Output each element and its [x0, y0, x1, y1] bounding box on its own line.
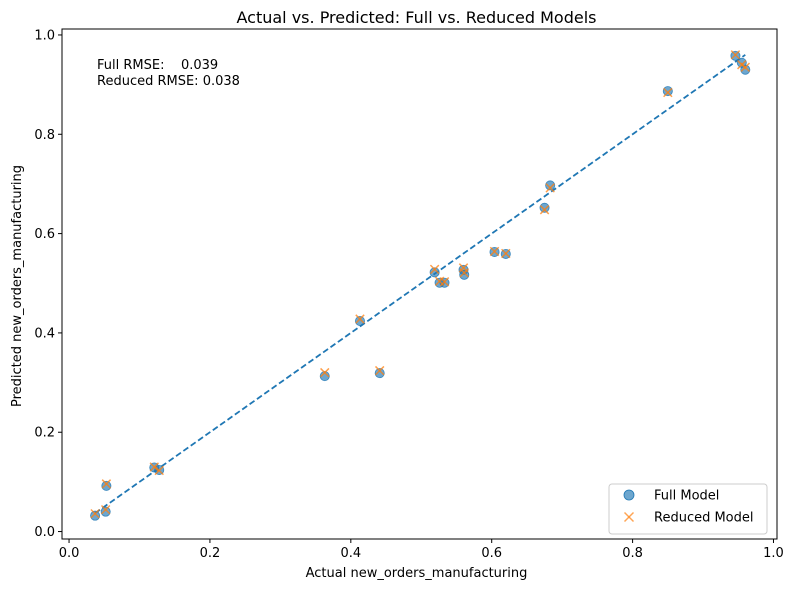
x-tick-label: 0.8: [622, 546, 643, 561]
reduced-model-point-stroke: [663, 87, 673, 98]
full-model-point: [545, 180, 556, 191]
x-tick-label: 0.2: [200, 546, 221, 561]
reduced-model-point-stroke: [501, 248, 511, 259]
legend-full-model-label: Full Model: [654, 489, 719, 504]
full-model-point: [429, 267, 440, 278]
reduced-model-point: [154, 465, 164, 476]
y-tick-label: 1.0: [34, 28, 55, 43]
reduced-model-point: [730, 50, 741, 60]
reduced-model-point-stroke: [355, 314, 365, 324]
reduced-model-point: [663, 87, 673, 98]
full-model-point: [101, 480, 112, 491]
reduced-model-point: [501, 248, 511, 259]
reduced-model-point: [439, 277, 450, 287]
reduced-model-point-stroke: [374, 365, 385, 376]
reduced-model-point-stroke: [458, 263, 469, 273]
reduced-model-point-stroke: [459, 268, 469, 278]
reduced-model-point-stroke: [730, 50, 741, 60]
legend: Full Model Reduced Model: [608, 483, 768, 535]
x-tick-label: 1.0: [763, 546, 784, 561]
chart-title: Actual vs. Predicted: Full vs. Reduced M…: [237, 8, 597, 27]
reduced-model-point: [429, 264, 440, 275]
full-model-point: [662, 86, 673, 97]
x-tick-label: 0.0: [59, 546, 80, 561]
reduced-model-point: [100, 504, 111, 515]
reduced-model-point-stroke: [154, 465, 164, 476]
reduced-model-point-stroke: [539, 205, 550, 215]
legend-full-model-marker: [623, 489, 635, 501]
x-axis-label: Actual new_orders_manufacturing: [306, 566, 528, 581]
full-model-point: [354, 315, 365, 326]
axes-frame: [61, 28, 778, 540]
y-axis: 0.0 0.2 0.4 0.6 0.8 1.0: [34, 28, 62, 540]
full-model-point: [740, 64, 751, 75]
reduced-model-point: [740, 62, 751, 72]
reference-line: [94, 54, 746, 514]
reduced-model-point: [459, 268, 469, 278]
reduced-model-point-stroke: [545, 183, 555, 193]
x-tick-label: 0.6: [481, 546, 502, 561]
reduced-model-point-stroke: [489, 246, 500, 257]
reduced-model-point: [545, 183, 555, 193]
legend-reduced-model-marker: [623, 511, 635, 523]
full-rmse-annotation: Full RMSE: 0.039: [97, 58, 218, 73]
x-axis: 0.0 0.2 0.4 0.6 0.8 1.0: [59, 539, 784, 561]
reduced-model-point-stroke: [434, 276, 445, 286]
full-model-point: [539, 202, 550, 213]
legend-box: [608, 483, 768, 535]
reduced-model-point-stroke: [90, 508, 100, 519]
x-tick-label: 0.4: [340, 546, 361, 561]
reduced-model-point-stroke: [439, 277, 450, 287]
y-tick-label: 0.6: [34, 227, 55, 242]
reduced-model-point: [489, 246, 500, 257]
reduced-model-point: [355, 314, 365, 324]
reduced-model-point-stroke: [101, 479, 112, 489]
reduced-model-point-stroke: [149, 462, 160, 472]
reduced-model-point: [320, 367, 330, 378]
reduced-model-point: [149, 462, 160, 472]
reduced-model-point-stroke: [429, 264, 440, 275]
y-tick-label: 0.2: [34, 426, 55, 441]
legend-reduced-model-label: Reduced Model: [654, 511, 754, 526]
reduced-model-point: [101, 479, 112, 489]
full-model-point: [90, 510, 101, 521]
reduced-model-point: [90, 508, 100, 519]
reduced-rmse-annotation: Reduced RMSE: 0.038: [97, 74, 240, 89]
y-tick-label: 0.8: [34, 128, 55, 143]
full-model-point: [100, 506, 111, 517]
y-tick-label: 0.4: [34, 326, 55, 341]
y-tick-label: 0.0: [34, 525, 55, 540]
full-model-point: [374, 368, 385, 379]
y-axis-label: Predicted new_orders_manufacturing: [10, 165, 25, 407]
reduced-model-point: [539, 205, 550, 215]
reduced-model-point-stroke: [740, 62, 751, 72]
reduced-model-point: [374, 365, 385, 376]
plot-area: [61, 28, 778, 540]
reduced-model-point-stroke: [100, 504, 111, 515]
reduced-model-point-stroke: [320, 367, 330, 378]
full-model-point: [459, 269, 470, 280]
full-model-point: [319, 371, 330, 382]
